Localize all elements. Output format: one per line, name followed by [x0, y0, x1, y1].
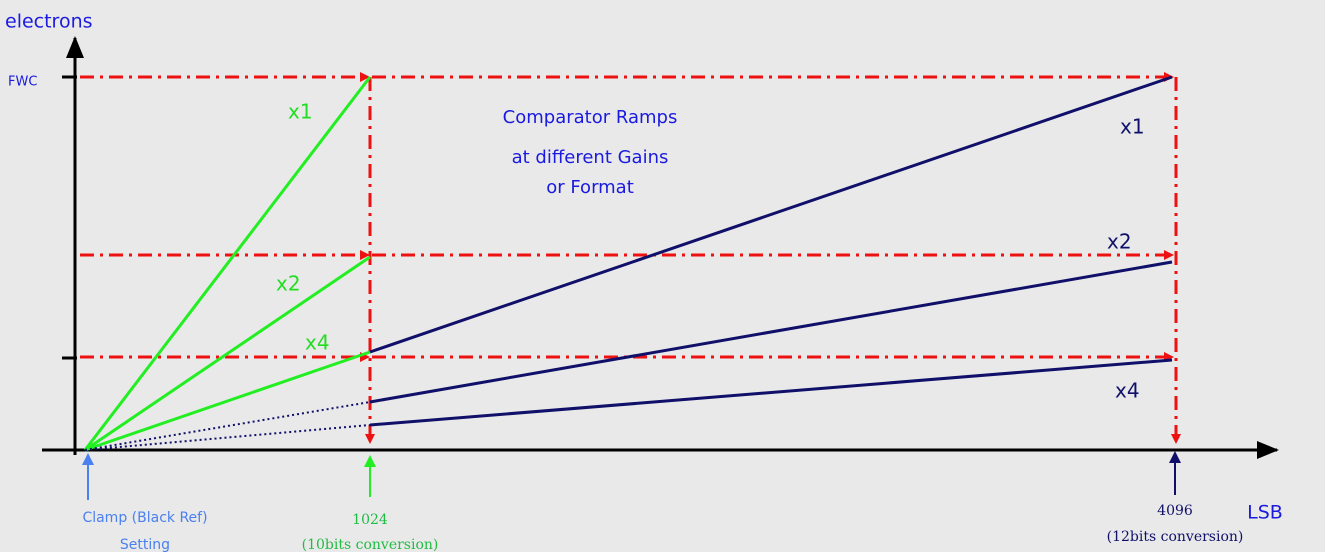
axes: [42, 36, 1279, 459]
ramp-label: x2: [1107, 230, 1132, 254]
ramp-label: x1: [1120, 115, 1145, 139]
annotation-line: Comparator Ramps: [503, 107, 678, 128]
ramp-label: x4: [305, 331, 330, 355]
ramps: [83, 75, 1173, 452]
clamp-line: Setting: [120, 537, 170, 552]
marker-1024: 1024 (10bits conversion): [302, 512, 439, 552]
marker-line: (10bits conversion): [302, 537, 439, 552]
clamp-line: Clamp (Black Ref): [82, 510, 207, 526]
ramp-label: x4: [1115, 379, 1140, 403]
marker-4096: 4096 (12bits conversion): [1107, 503, 1244, 545]
green-labels: x1 x2 x4: [276, 100, 330, 355]
guides: [80, 72, 1181, 444]
fwc-label: FWC: [8, 75, 37, 90]
markers: [82, 451, 1181, 500]
clamp-label: Clamp (Black Ref) Setting: [82, 510, 207, 552]
ramp-label: x1: [288, 100, 313, 124]
annotation-line: or Format: [546, 177, 634, 198]
marker-line: 4096: [1157, 503, 1193, 519]
x-axis-label: LSB: [1247, 502, 1283, 524]
navy-labels: x1 x2 x4: [1107, 115, 1145, 403]
marker-line: 1024: [352, 512, 388, 528]
marker-line: (12bits conversion): [1107, 529, 1244, 545]
annotation-line: at different Gains: [512, 147, 669, 168]
annotation: Comparator Ramps at different Gains or F…: [503, 107, 678, 198]
y-axis-label: electrons: [5, 11, 93, 33]
ramp-label: x2: [276, 272, 301, 296]
